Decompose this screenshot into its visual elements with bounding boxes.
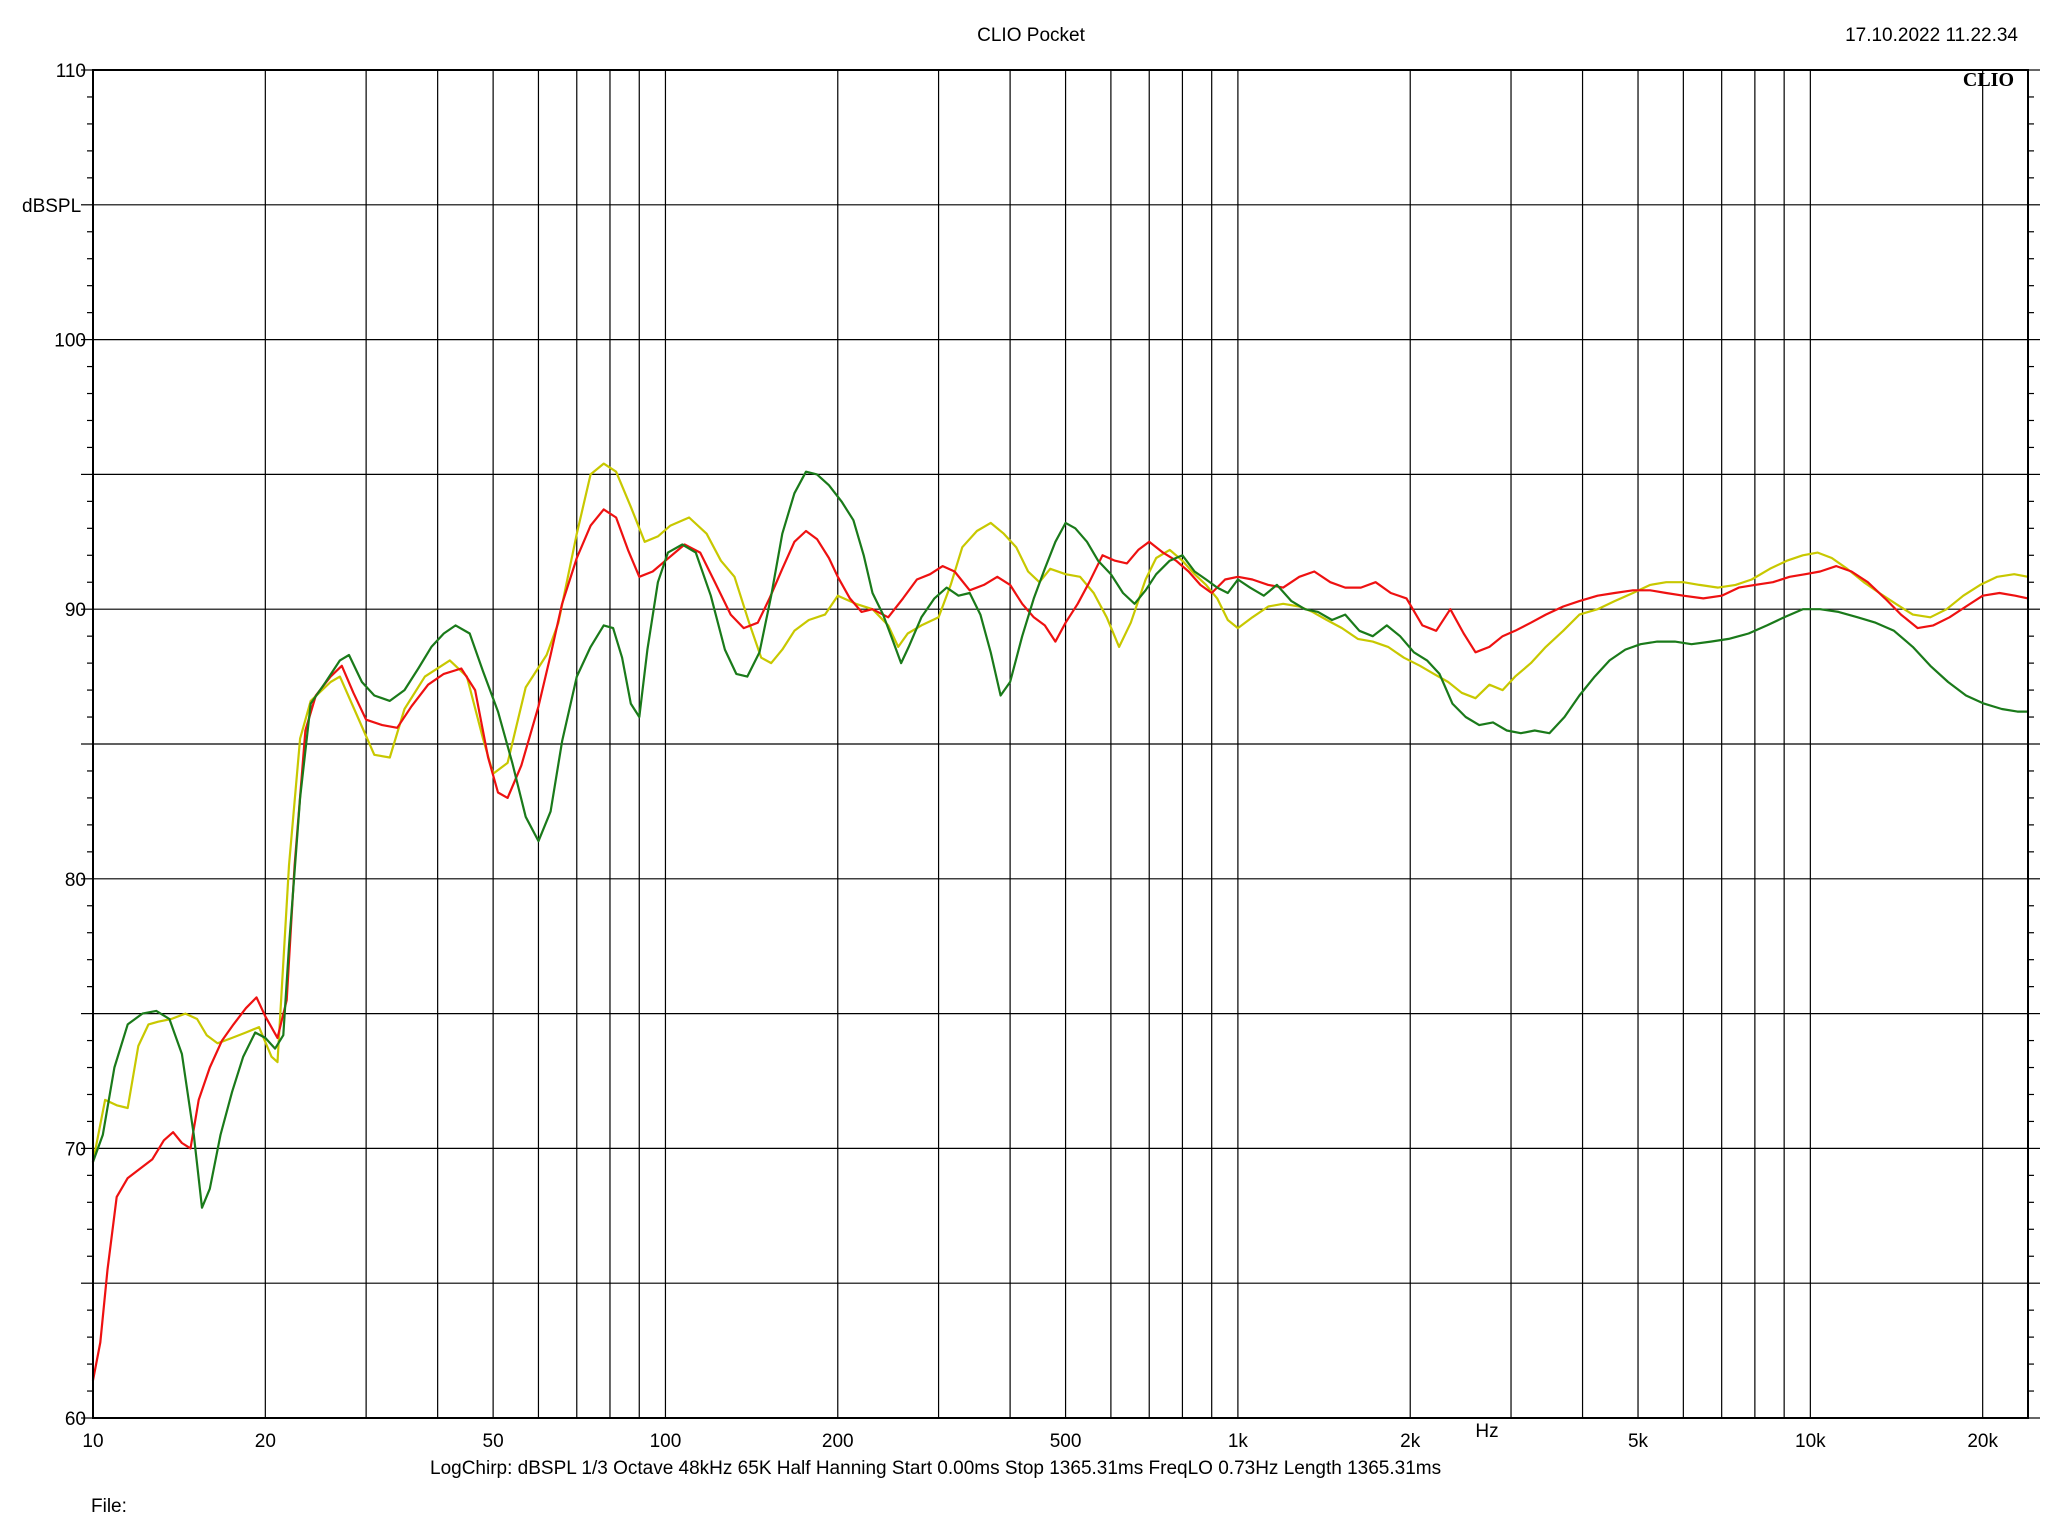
x-tick-label: 500 <box>1050 1431 1082 1452</box>
grid <box>93 70 2028 1418</box>
series-line-1 <box>91 462 2030 1163</box>
series-line-2 <box>91 508 2030 1382</box>
x-tick-label: 10k <box>1795 1431 1826 1452</box>
chart-title: CLIO Pocket <box>977 25 1085 46</box>
x-tick-label: 20 <box>255 1431 276 1452</box>
file-label: File: <box>91 1496 127 1517</box>
timestamp: 17.10.2022 11.22.34 <box>1845 25 2018 46</box>
x-tick-label: 5k <box>1628 1431 1649 1452</box>
x-tick-label: 20k <box>1967 1431 1998 1452</box>
x-axis-label: Hz <box>1475 1421 1498 1442</box>
y-tick-label: 90 <box>65 600 86 621</box>
x-tick-label: 200 <box>822 1431 854 1452</box>
y-tick-label: 110 <box>56 61 86 82</box>
y-tick-label: 100 <box>54 331 86 352</box>
x-tick-label: 10 <box>82 1431 103 1452</box>
x-tick-label: 2k <box>1400 1431 1421 1452</box>
y-tick-label: 80 <box>65 870 86 891</box>
clio-logo: CLIO <box>1963 69 2014 91</box>
x-tick-label: 1k <box>1228 1431 1249 1452</box>
y-axis-label: dBSPL <box>22 196 81 217</box>
series-group <box>91 462 2030 1382</box>
series-line-3 <box>91 470 2030 1209</box>
y-tick-label: 70 <box>65 1139 86 1160</box>
x-tick-label: 100 <box>650 1431 682 1452</box>
y-tick-label: 60 <box>65 1409 86 1430</box>
axis-ticks: 60 70 80 90 100 110 10 20 50 100 200 500 1k 2k 5k 10k 20… <box>54 61 2040 1452</box>
measurement-info: LogChirp: dBSPL 1/3 Octave 48kHz 65K Hal… <box>430 1458 1442 1479</box>
plot-frame <box>92 69 2029 1419</box>
x-tick-label: 50 <box>483 1431 504 1452</box>
